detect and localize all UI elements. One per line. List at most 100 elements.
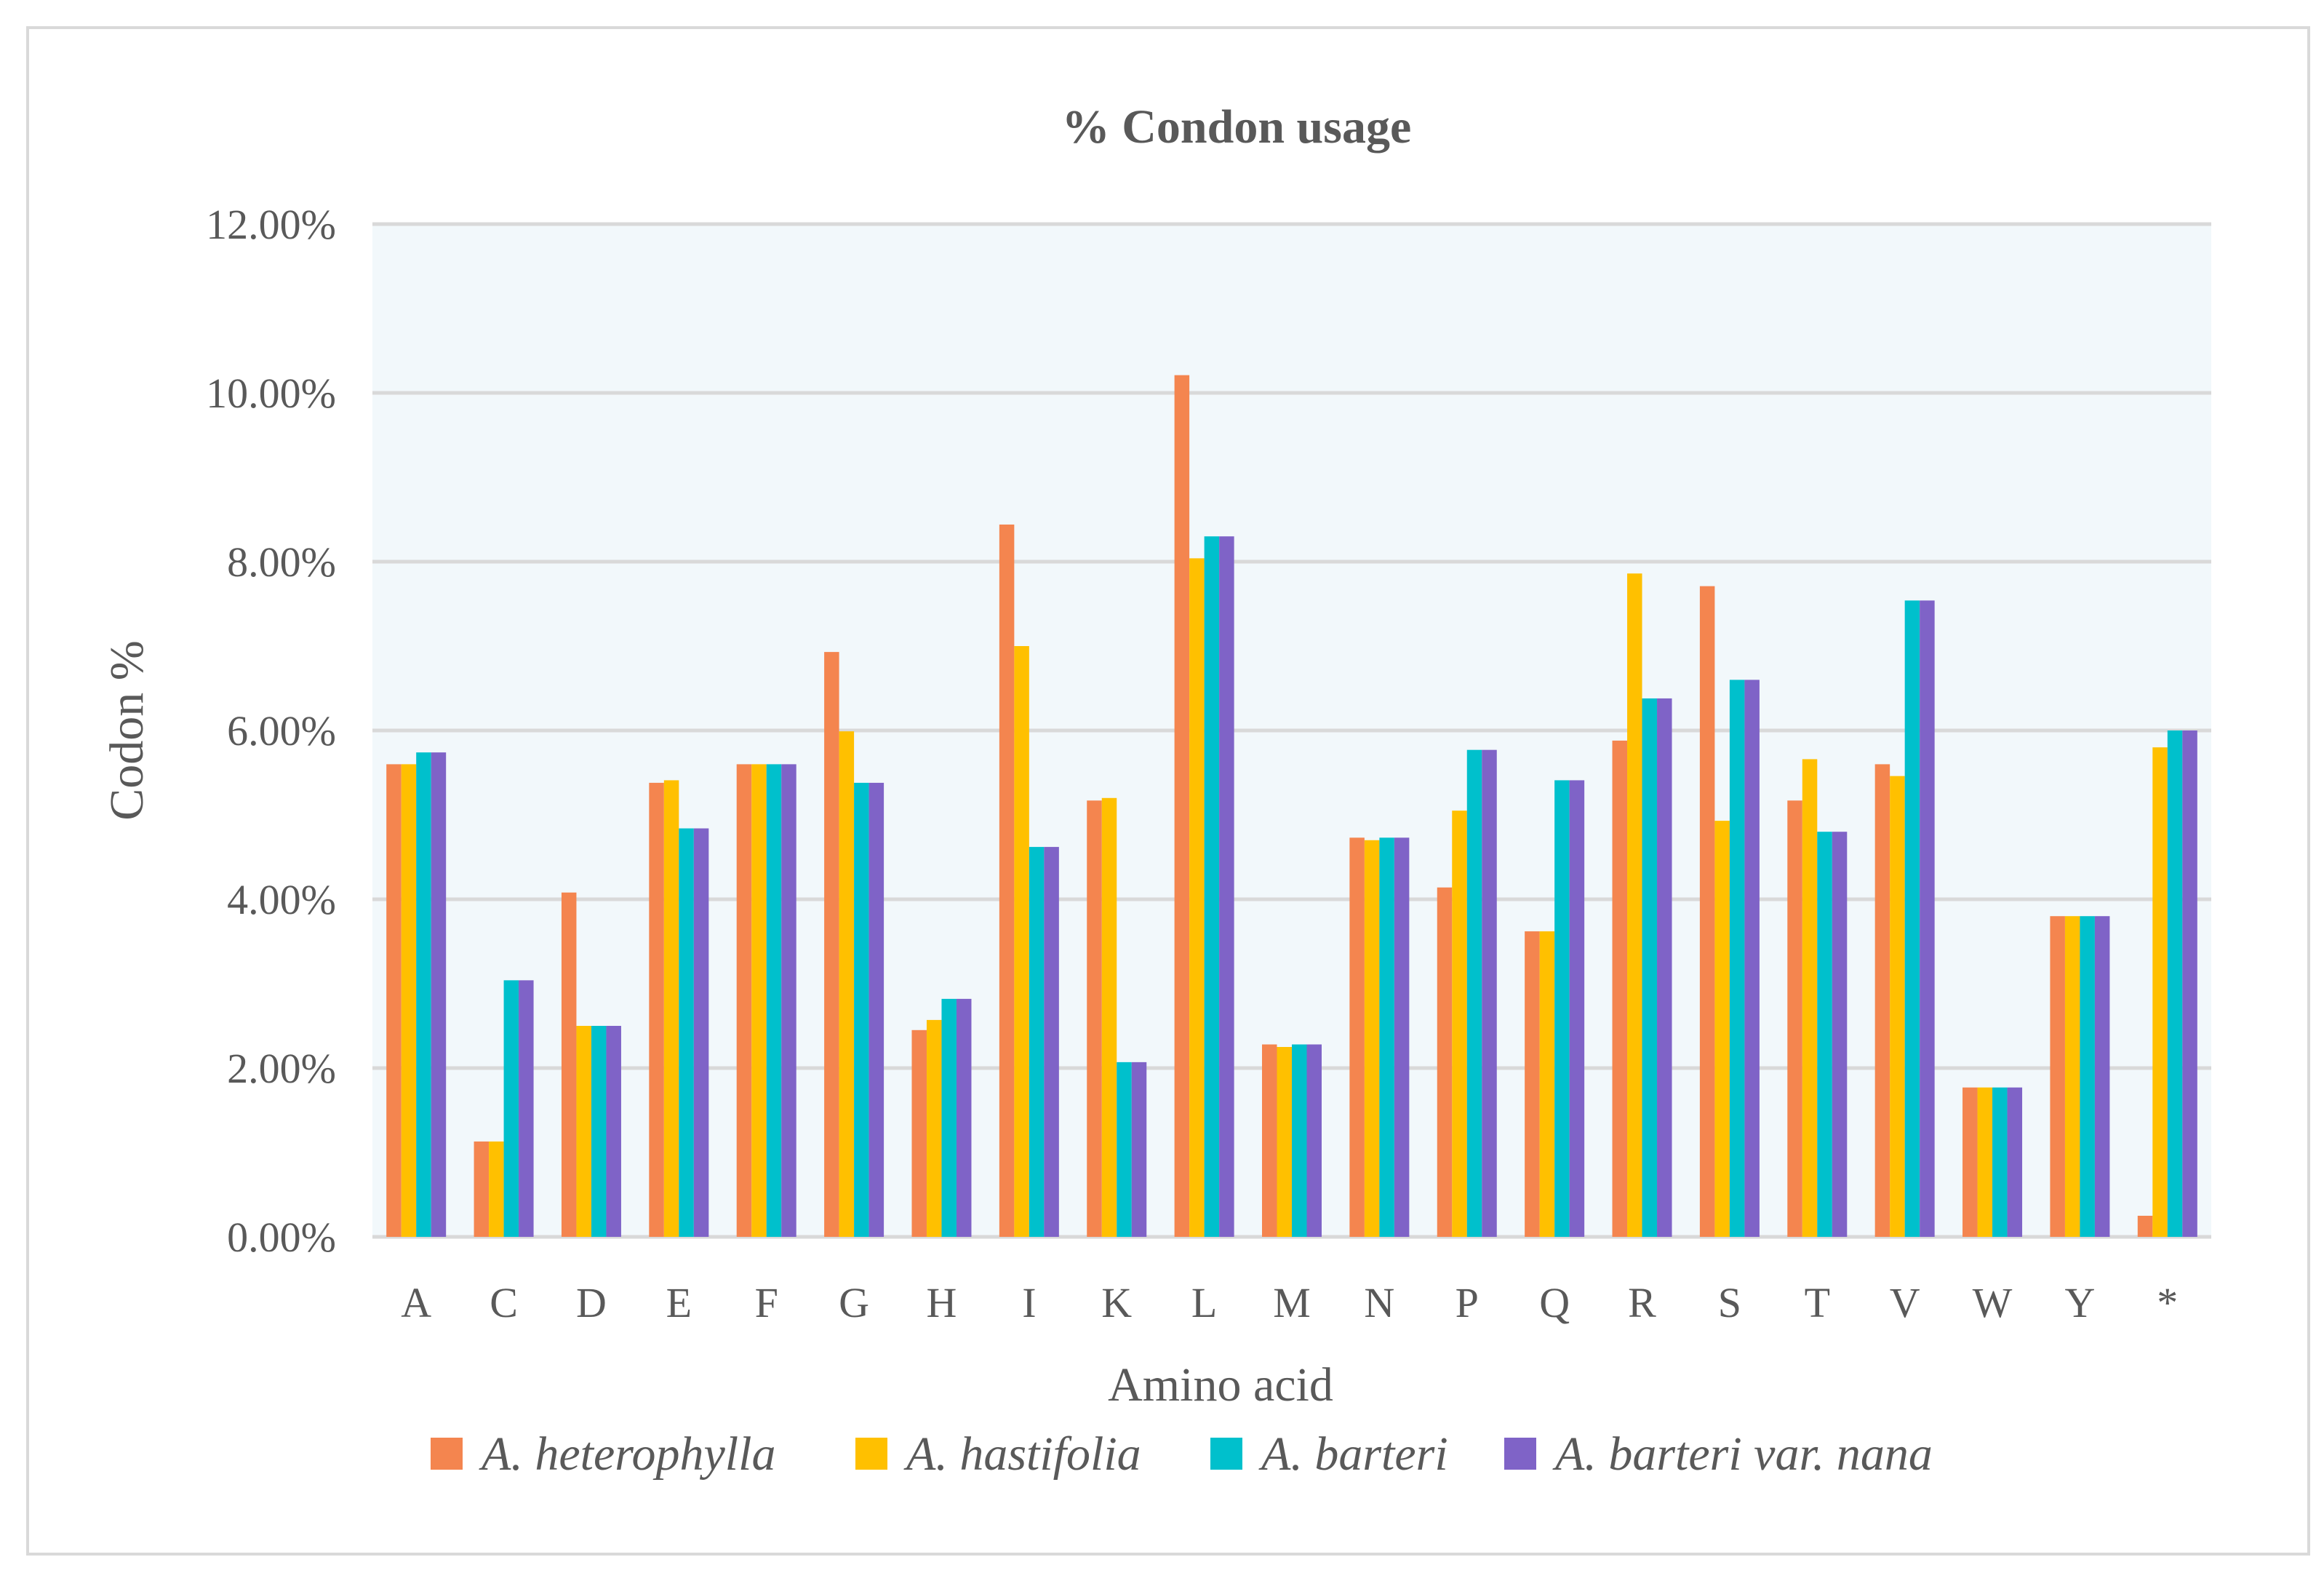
legend: A. heterophylla A. hastifolia A. barteri A.… [431, 1427, 1933, 1481]
x-tick-label: G [839, 1279, 869, 1326]
x-tick-label: A [401, 1279, 431, 1326]
bar-a-hastifolia-12 [1452, 811, 1467, 1237]
bar-a-barteri-var-nana-7 [1044, 847, 1059, 1237]
bar-a-barteri-var-nana-20 [2182, 730, 2197, 1237]
bar-a-barteri-var-nana-15 [1744, 680, 1760, 1237]
bar-a-heterophylla-1 [474, 1141, 490, 1237]
x-tick-label: E [666, 1279, 692, 1326]
bar-a-barteri-15 [1729, 680, 1745, 1237]
bar-a-barteri-4 [766, 764, 782, 1237]
bar-a-hastifolia-7 [1014, 646, 1029, 1237]
bar-a-barteri-var-nana-18 [2007, 1087, 2023, 1237]
bar-a-barteri-var-nana-3 [693, 828, 709, 1237]
bar-a-heterophylla-7 [999, 524, 1015, 1237]
bar-a-heterophylla-12 [1437, 887, 1453, 1237]
x-tick-label: W [1973, 1279, 2013, 1326]
bar-a-barteri-var-nana-12 [1482, 749, 1497, 1237]
bar-a-barteri-var-nana-8 [1131, 1062, 1147, 1237]
bar-a-heterophylla-6 [911, 1030, 927, 1237]
x-tick-label: * [2157, 1279, 2178, 1326]
bar-a-barteri-var-nana-0 [431, 752, 447, 1237]
bar-a-hastifolia-6 [926, 1019, 942, 1237]
x-tick-label: K [1101, 1279, 1132, 1326]
bar-a-barteri-var-nana-4 [781, 764, 796, 1237]
bar-a-barteri-6 [941, 998, 957, 1237]
bar-a-heterophylla-17 [1874, 764, 1890, 1237]
y-tick-label: 10.00% [206, 370, 336, 417]
x-tick-label: D [576, 1279, 607, 1326]
bar-a-heterophylla-14 [1612, 740, 1628, 1237]
bar-a-barteri-0 [416, 752, 431, 1237]
x-tick-label: I [1022, 1279, 1036, 1326]
x-axis-ticks: A C D E F G H I K L M N P Q R S T V W Y * [401, 1279, 2178, 1326]
bar-a-barteri-16 [1817, 832, 1832, 1237]
bar-a-heterophylla-20 [2137, 1216, 2153, 1237]
y-tick-label: 8.00% [227, 538, 336, 586]
chart-title: % Condon usage [1062, 100, 1411, 154]
bar-a-barteri-20 [2167, 730, 2183, 1237]
x-tick-label: Q [1539, 1279, 1570, 1326]
legend-swatch [431, 1438, 463, 1470]
bar-a-barteri-var-nana-11 [1394, 837, 1410, 1237]
bar-a-hastifolia-1 [489, 1141, 504, 1237]
y-axis-ticks: 0.00% 2.00% 4.00% 6.00% 8.00% 10.00% 12.00% [206, 201, 336, 1261]
bar-a-barteri-17 [1904, 600, 1920, 1237]
bar-a-barteri-19 [2080, 916, 2095, 1237]
bar-a-heterophylla-5 [824, 652, 839, 1237]
bar-a-barteri-var-nana-16 [1832, 832, 1848, 1237]
bar-a-heterophylla-16 [1787, 800, 1802, 1237]
bar-a-barteri-var-nana-1 [519, 980, 534, 1237]
bar-a-hastifolia-2 [576, 1026, 591, 1237]
bar-a-barteri-11 [1379, 837, 1394, 1237]
bar-a-heterophylla-11 [1349, 837, 1365, 1237]
legend-swatch [855, 1438, 887, 1470]
bar-a-barteri-var-nana-9 [1219, 536, 1234, 1237]
bar-a-barteri-var-nana-2 [606, 1026, 621, 1237]
bar-a-barteri-3 [679, 828, 694, 1237]
bar-a-hastifolia-19 [2064, 916, 2080, 1237]
bar-a-barteri-5 [854, 782, 869, 1237]
bars [386, 375, 2197, 1237]
y-tick-label: 12.00% [206, 201, 336, 248]
bar-a-barteri-18 [1992, 1087, 2008, 1237]
bar-a-barteri-8 [1117, 1062, 1132, 1237]
x-axis-title: Amino acid [1108, 1358, 1333, 1411]
legend-label: A. heterophylla [479, 1427, 775, 1481]
bar-a-heterophylla-0 [386, 764, 402, 1237]
bar-a-heterophylla-13 [1525, 931, 1540, 1237]
bar-a-barteri-7 [1029, 847, 1045, 1237]
x-tick-label: R [1628, 1279, 1656, 1326]
legend-label: A. barteri var. nana [1552, 1427, 1933, 1481]
bar-a-barteri-12 [1466, 749, 1482, 1237]
bar-a-heterophylla-4 [736, 764, 752, 1237]
bar-a-barteri-var-nana-5 [868, 782, 885, 1237]
bar-a-hastifolia-16 [1802, 759, 1818, 1237]
bar-a-heterophylla-15 [1699, 586, 1715, 1237]
y-tick-label: 0.00% [227, 1214, 336, 1261]
bar-a-barteri-var-nana-19 [2094, 916, 2110, 1237]
y-axis-title: Codon % [100, 640, 153, 821]
bar-a-barteri-14 [1642, 698, 1658, 1237]
x-tick-label: N [1364, 1279, 1394, 1326]
x-tick-label: S [1718, 1279, 1741, 1326]
bar-a-barteri-var-nana-6 [956, 998, 972, 1237]
bar-a-hastifolia-10 [1277, 1047, 1292, 1237]
bar-a-heterophylla-18 [1962, 1087, 1978, 1237]
x-tick-label: C [490, 1279, 518, 1326]
bar-a-hastifolia-14 [1627, 573, 1642, 1237]
bar-a-hastifolia-15 [1714, 821, 1730, 1237]
x-tick-label: F [755, 1279, 778, 1326]
legend-label: A. hastifolia [903, 1427, 1141, 1481]
bar-a-barteri-var-nana-14 [1657, 698, 1672, 1237]
x-tick-label: P [1456, 1279, 1479, 1326]
bar-a-heterophylla-19 [2050, 916, 2065, 1237]
bar-a-hastifolia-13 [1539, 931, 1555, 1237]
bar-a-barteri-2 [591, 1026, 607, 1237]
bar-a-hastifolia-5 [839, 731, 855, 1237]
bar-a-hastifolia-0 [401, 764, 417, 1237]
bar-a-barteri-var-nana-10 [1306, 1044, 1322, 1237]
x-tick-label: Y [2064, 1279, 2095, 1326]
x-tick-label: H [927, 1279, 957, 1326]
bar-a-barteri-1 [503, 980, 519, 1237]
